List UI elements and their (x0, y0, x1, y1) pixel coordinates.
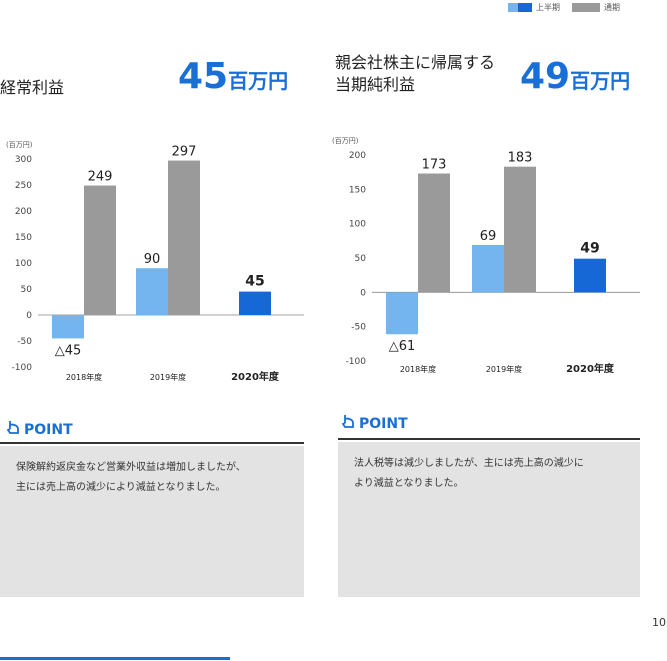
chart1-bar-half-2 (239, 291, 271, 315)
panel1-title: 経常利益 (0, 77, 64, 99)
chart1-y-tick: -100 (12, 363, 33, 373)
chart1-y-unit: (百万円) (6, 141, 33, 149)
legend-swatch-full (572, 3, 600, 12)
legend-swatch-half-current (518, 3, 532, 12)
chart1-bar-full-1 (168, 160, 200, 315)
legend-swatch-half (508, 3, 518, 12)
chart1-y-tick: 100 (15, 259, 32, 269)
chart2-category-label-2: 2020年度 (566, 362, 615, 375)
chart2-label-full-0: 173 (422, 158, 447, 173)
chart2-bar-full-0 (418, 173, 450, 293)
panel2-title: 親会社株主に帰属する 当期純利益 (335, 52, 495, 96)
panel1-comment-line1: 保険解約返戻金など営業外収益は増加しましたが、 (16, 462, 246, 473)
panel2-big-unit: 百万円 (570, 69, 631, 93)
chart1-category-label-2: 2020年度 (231, 370, 280, 383)
chart2-bar-half-0 (386, 292, 418, 335)
bottom-accent-line (0, 657, 230, 660)
chart2-y-unit: (百万円) (332, 137, 359, 145)
chart1-bar-half-1 (136, 268, 168, 315)
panel1-comment-line2: 主には売上高の減少により減益となりました。 (16, 482, 226, 493)
panel1-point-rule (0, 442, 304, 444)
chart2-y-tick: 200 (349, 151, 366, 161)
chart2-y-tick: 0 (360, 288, 366, 298)
chart1-y-tick: 250 (15, 181, 32, 191)
panel2-comment-line2: より減益となりました。 (354, 478, 464, 489)
chart2-y-tick: 100 (349, 220, 366, 230)
chart2-bar-full-1 (504, 166, 536, 293)
chart2-category-label-1: 2019年度 (486, 364, 522, 374)
panel1-big-unit: 百万円 (228, 69, 289, 93)
chart1-y-tick: 200 (15, 207, 32, 217)
chart2-y-tick: -50 (351, 323, 366, 333)
chart2-label-half-1: 69 (480, 229, 497, 244)
panel1-comment-box: 保険解約返戻金など営業外収益は増加しましたが、 主には売上高の減少により減益とな… (0, 446, 304, 597)
panel2-point-label: POINT (359, 416, 408, 432)
chart1-y-tick: 300 (15, 155, 32, 165)
panel2-big-number: 49 (520, 56, 571, 97)
chart2-label-half-0: △61 (389, 339, 416, 354)
chart2-bar-half-1 (472, 244, 504, 293)
chart1-bar-half-0 (52, 315, 84, 339)
chart1-label-full-1: 297 (172, 145, 197, 160)
panel2-big-value: 49百万円 (520, 56, 630, 97)
chart2-label-half-2: 49 (580, 241, 599, 257)
legend: 上半期 通期 (508, 2, 620, 13)
panel1-big-value: 45百万円 (178, 56, 288, 97)
chart1-y-tick: 0 (26, 311, 32, 321)
chart2-y-tick: 150 (349, 185, 366, 195)
chart1-y-tick: -50 (17, 337, 32, 347)
pointing-hand-icon (6, 420, 20, 440)
panel1-title-line1: 経常利益 (0, 78, 65, 97)
chart2-bar-half-2 (574, 258, 606, 293)
chart2-y-tick: -100 (346, 357, 367, 367)
chart1-label-half-0: △45 (55, 343, 82, 358)
chart2-label-full-1: 183 (508, 151, 533, 166)
chart1-y-tick: 150 (15, 233, 32, 243)
chart1-category-label-0: 2018年度 (66, 372, 102, 382)
panel1-point-label: POINT (24, 422, 73, 438)
panel1-point-heading: POINT (6, 420, 73, 440)
panel2-comment-box: 法人税等は減少しましたが、主には売上高の減少に より減益となりました。 (338, 442, 640, 597)
panel2-title-line2: 当期純利益 (335, 75, 416, 94)
chart1-label-half-1: 90 (144, 252, 161, 267)
page-number: 10 (652, 616, 666, 629)
chart1-y-tick: 50 (21, 285, 33, 295)
panel2-comment-line1: 法人税等は減少しましたが、主には売上高の減少に (354, 458, 584, 469)
chart1-bar-full-0 (84, 185, 116, 315)
chart1-label-half-2: 45 (245, 274, 264, 290)
legend-label-full: 通期 (604, 3, 620, 12)
chart2-y-tick: 50 (355, 254, 367, 264)
chart2-category-label-0: 2018年度 (400, 364, 436, 374)
panel1-big-number: 45 (178, 56, 229, 97)
panel2-point-rule (338, 438, 640, 440)
pointing-hand-icon (341, 414, 355, 434)
panel2-title-line1: 親会社株主に帰属する (335, 53, 496, 72)
chart1-category-label-1: 2019年度 (150, 372, 186, 382)
panel2-point-heading: POINT (341, 414, 408, 434)
legend-label-half: 上半期 (536, 3, 560, 12)
chart1-label-full-0: 249 (88, 170, 113, 185)
